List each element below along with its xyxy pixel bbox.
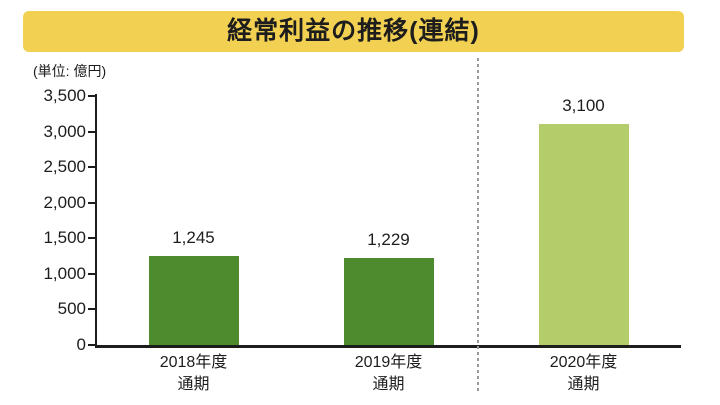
x-axis-label-line: 2018年度 [159,354,228,371]
y-axis-tick [88,201,95,204]
y-axis-tick [88,130,95,133]
forecast-separator-line [477,58,479,393]
chart-title: 経常利益の推移(連結) [227,17,480,45]
y-axis-line [95,94,97,346]
x-axis-line [95,345,681,348]
bar-value-label: 3,100 [562,96,605,116]
y-axis-tick-label: 2,500 [43,157,86,177]
bar [148,256,239,345]
y-axis-tick-label: 1,000 [43,263,86,283]
y-axis-tick-label: 500 [57,299,86,319]
x-axis-label-line: 2019年度 [354,354,423,371]
y-axis-tick [88,344,95,346]
y-axis-tick [88,308,95,311]
x-axis-label-line: 通期 [177,376,210,393]
title-banner: 経常利益の推移(連結) [23,11,684,52]
y-axis-tick-label: 1,500 [43,228,86,248]
x-axis-label-line: 通期 [372,376,405,393]
unit-label: (単位: 億円) [33,63,107,79]
y-axis-tick [88,237,95,240]
y-axis-tick-label: 0 [76,335,86,354]
y-axis-tick [88,166,95,169]
x-axis-label-line: 通期 [567,376,600,393]
bar-value-label: 1,229 [367,229,410,249]
y-axis-tick-label: 3,500 [43,86,86,105]
x-axis-category-label: 2019年度 通期 [319,352,459,396]
bar [538,124,629,345]
y-axis-tick [88,272,95,275]
bar-value-label: 1,245 [172,228,215,248]
x-axis-category-label: 2018年度 通期 [124,352,264,396]
y-axis-tick-label: 2,000 [43,192,86,212]
bar [343,257,434,345]
y-axis-tick-label: 3,000 [43,121,86,141]
x-axis-category-label: 2020年度 通期 [514,352,654,396]
y-axis-tick [88,95,95,97]
x-axis-label-line: 2020年度 [549,354,618,371]
